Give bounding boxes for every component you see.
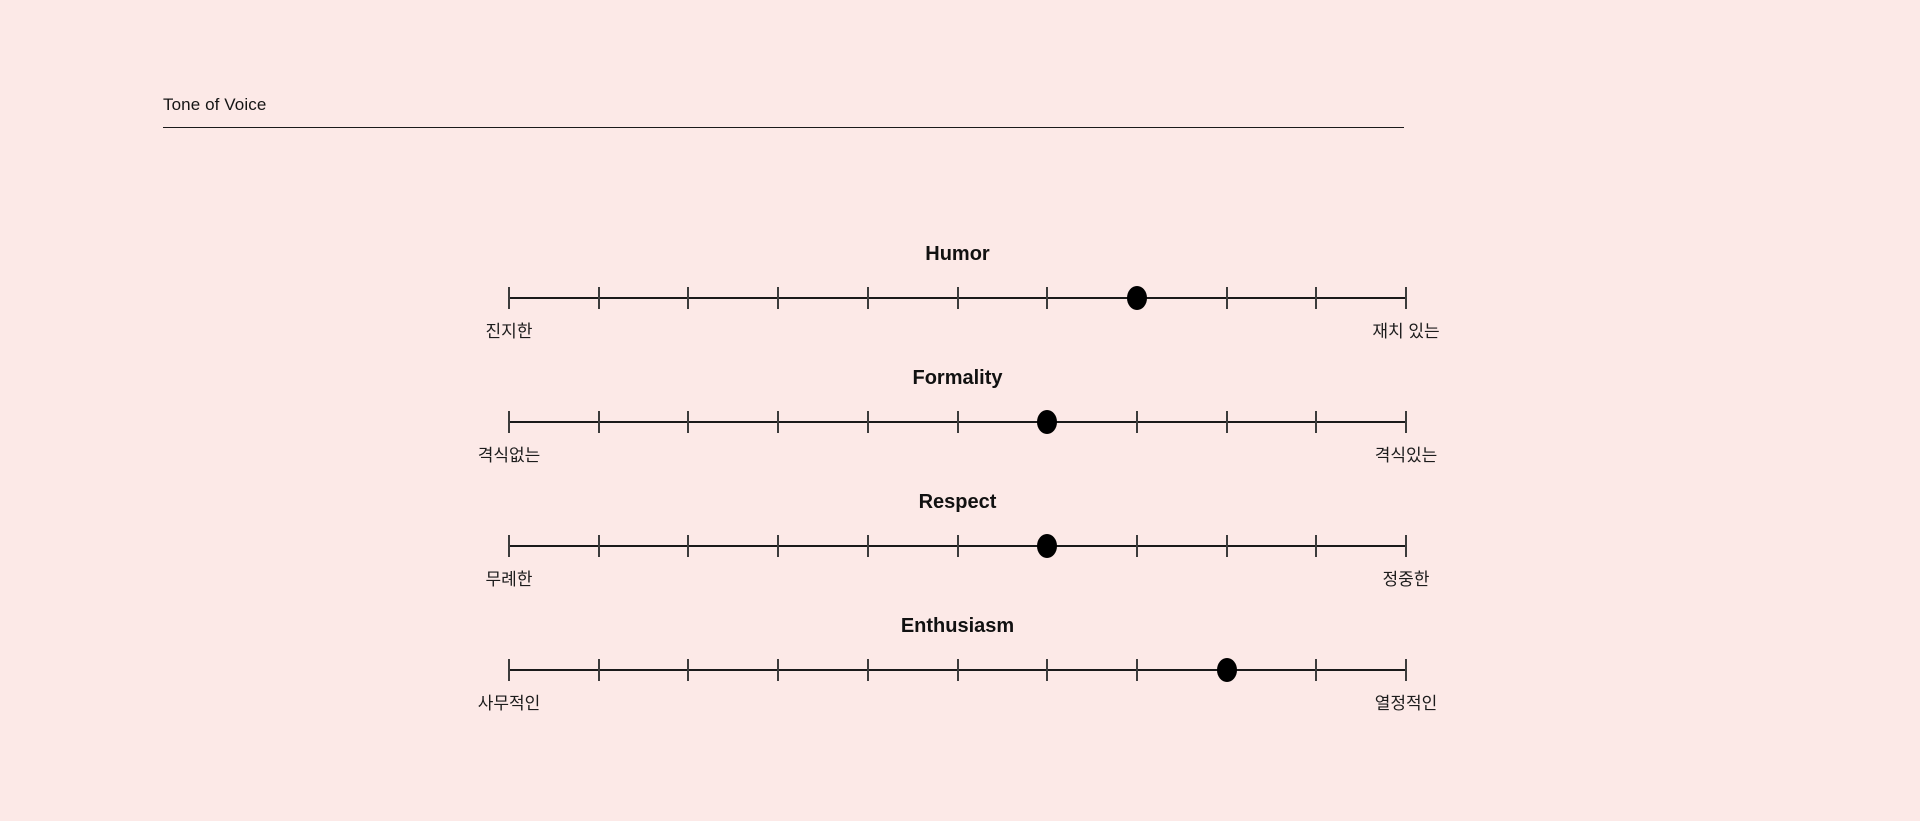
slider-track[interactable] xyxy=(508,286,1407,310)
slider-formality: Formality 격식없는 격식있는 xyxy=(478,364,1438,468)
tick-mark xyxy=(956,659,959,681)
tick-mark xyxy=(597,535,600,557)
tick-mark xyxy=(777,287,780,309)
tick-mark xyxy=(1315,659,1318,681)
tick-mark xyxy=(1405,287,1407,309)
tick-mark xyxy=(508,535,510,557)
slider-labels: 사무적인 열정적인 xyxy=(478,692,1438,716)
slider-title: Respect xyxy=(918,491,997,513)
tick-mark xyxy=(956,287,959,309)
slider-track[interactable] xyxy=(508,658,1407,682)
tick-mark xyxy=(1046,287,1049,309)
slider-max-label: 재치 있는 xyxy=(1372,322,1440,341)
slider-handle[interactable] xyxy=(1037,534,1058,558)
tick-mark xyxy=(1315,535,1318,557)
tick-mark xyxy=(1225,287,1228,309)
tick-mark xyxy=(866,659,869,681)
tick-mark xyxy=(687,411,690,433)
tick-mark xyxy=(687,535,690,557)
slider-max-label: 격식있는 xyxy=(1374,446,1438,465)
tick-mark xyxy=(1405,411,1407,433)
slider-title: Humor xyxy=(925,243,990,265)
tick-mark xyxy=(508,287,510,309)
tick-mark xyxy=(508,411,510,433)
slider-min-label: 격식없는 xyxy=(477,446,541,465)
slider-handle[interactable] xyxy=(1126,286,1147,310)
slider-max-label: 열정적인 xyxy=(1374,694,1438,713)
tick-mark xyxy=(956,535,959,557)
tick-mark xyxy=(687,659,690,681)
slider-labels: 무례한 정중한 xyxy=(486,568,1430,592)
slider-max-label: 정중한 xyxy=(1382,570,1430,589)
slider-respect: Respect 무례한 정중한 xyxy=(486,488,1430,592)
tick-mark xyxy=(1046,659,1049,681)
tick-mark xyxy=(866,411,869,433)
slider-min-label: 무례한 xyxy=(485,570,533,589)
tick-mark xyxy=(777,411,780,433)
tick-mark xyxy=(866,287,869,309)
slider-title: Formality xyxy=(912,367,1003,389)
tick-mark xyxy=(1405,659,1407,681)
slider-title: Enthusiasm xyxy=(900,615,1015,637)
slider-labels: 진지한 재치 있는 xyxy=(486,320,1440,344)
tick-mark xyxy=(597,287,600,309)
tick-mark xyxy=(1135,659,1138,681)
tick-mark xyxy=(1135,411,1138,433)
tick-mark xyxy=(1315,287,1318,309)
slider-labels: 격식없는 격식있는 xyxy=(478,444,1438,468)
tick-mark xyxy=(777,535,780,557)
slider-handle[interactable] xyxy=(1216,658,1237,682)
section-header: Tone of Voice xyxy=(163,95,1404,128)
slider-min-label: 진지한 xyxy=(485,322,533,341)
tick-mark xyxy=(1225,411,1228,433)
tick-mark xyxy=(1135,535,1138,557)
tick-mark xyxy=(1225,535,1228,557)
sliders-container: Humor 진지한 재치 있는 Formality 격식없는 격식있는 Resp… xyxy=(478,240,1440,736)
slider-enthusiasm: Enthusiasm 사무적인 열정적인 xyxy=(478,612,1438,716)
tick-mark xyxy=(508,659,510,681)
tick-mark xyxy=(1405,535,1407,557)
page-title: Tone of Voice xyxy=(163,95,267,114)
slider-handle[interactable] xyxy=(1037,410,1058,434)
tick-mark xyxy=(1315,411,1318,433)
slider-min-label: 사무적인 xyxy=(477,694,541,713)
tick-mark xyxy=(777,659,780,681)
slider-humor: Humor 진지한 재치 있는 xyxy=(486,240,1440,344)
slider-track[interactable] xyxy=(508,410,1407,434)
tick-mark xyxy=(597,411,600,433)
tick-mark xyxy=(597,659,600,681)
slider-track[interactable] xyxy=(508,534,1407,558)
tick-mark xyxy=(687,287,690,309)
tick-mark xyxy=(866,535,869,557)
tick-mark xyxy=(956,411,959,433)
